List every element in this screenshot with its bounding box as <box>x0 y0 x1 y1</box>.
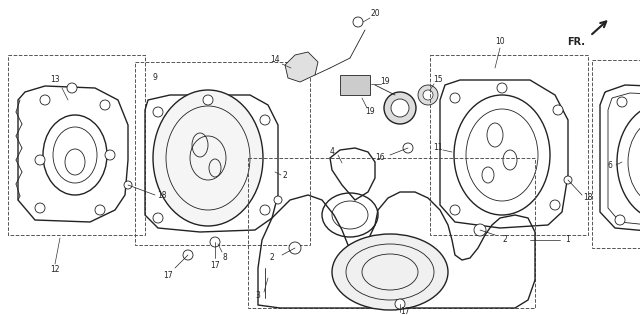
Circle shape <box>395 299 405 309</box>
Text: 2: 2 <box>283 170 287 180</box>
Circle shape <box>95 205 105 215</box>
Circle shape <box>289 242 301 254</box>
Text: 11: 11 <box>433 144 443 152</box>
Circle shape <box>260 115 270 125</box>
Circle shape <box>617 97 627 107</box>
Circle shape <box>105 150 115 160</box>
Text: 2: 2 <box>269 254 275 262</box>
Circle shape <box>124 181 132 189</box>
Ellipse shape <box>418 85 438 105</box>
Circle shape <box>274 196 282 204</box>
Text: 17: 17 <box>163 271 173 279</box>
Text: 20: 20 <box>370 9 380 19</box>
Circle shape <box>450 205 460 215</box>
Text: FR.: FR. <box>567 37 585 47</box>
Text: 10: 10 <box>495 37 505 47</box>
Circle shape <box>391 99 409 117</box>
Text: 14: 14 <box>270 55 280 65</box>
Ellipse shape <box>332 234 448 310</box>
Circle shape <box>153 107 163 117</box>
Circle shape <box>153 213 163 223</box>
Circle shape <box>35 155 45 165</box>
Circle shape <box>67 83 77 93</box>
Text: 16: 16 <box>375 153 385 163</box>
Text: 3: 3 <box>255 290 260 300</box>
Circle shape <box>553 105 563 115</box>
Circle shape <box>35 203 45 213</box>
Circle shape <box>100 100 110 110</box>
Text: 15: 15 <box>433 76 443 84</box>
Circle shape <box>260 205 270 215</box>
Circle shape <box>497 83 507 93</box>
Circle shape <box>550 200 560 210</box>
Text: 19: 19 <box>380 77 390 87</box>
Circle shape <box>423 90 433 100</box>
Ellipse shape <box>384 92 416 124</box>
Text: 9: 9 <box>152 73 157 83</box>
Text: 4: 4 <box>330 147 335 157</box>
Text: 18: 18 <box>583 193 593 203</box>
Text: 19: 19 <box>365 107 375 117</box>
Circle shape <box>403 143 413 153</box>
Polygon shape <box>285 52 318 82</box>
Circle shape <box>210 237 220 247</box>
Text: 6: 6 <box>607 161 612 169</box>
Circle shape <box>615 215 625 225</box>
Ellipse shape <box>153 90 263 226</box>
Text: 18: 18 <box>157 191 167 199</box>
Text: 13: 13 <box>50 76 60 84</box>
Circle shape <box>474 224 486 236</box>
Circle shape <box>450 93 460 103</box>
Circle shape <box>183 250 193 260</box>
Text: 12: 12 <box>51 266 60 274</box>
Text: 17: 17 <box>210 261 220 271</box>
Text: 2: 2 <box>502 236 508 244</box>
Circle shape <box>353 17 363 27</box>
Circle shape <box>564 176 572 184</box>
Text: 17: 17 <box>400 307 410 315</box>
Circle shape <box>203 95 213 105</box>
Text: 8: 8 <box>223 254 227 262</box>
Polygon shape <box>340 75 370 95</box>
Text: 1: 1 <box>566 236 570 244</box>
Circle shape <box>40 95 50 105</box>
